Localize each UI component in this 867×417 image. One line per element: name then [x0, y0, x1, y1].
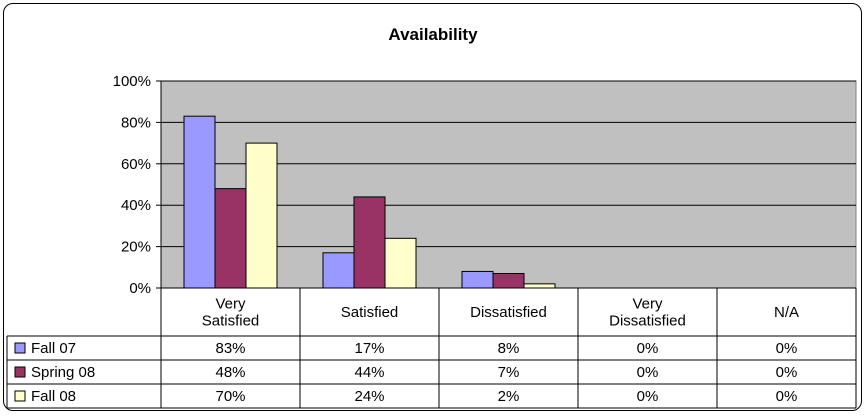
- series-label: Fall 08: [31, 388, 76, 405]
- data-label: 0%: [776, 364, 798, 381]
- category-label: Very: [215, 296, 246, 313]
- data-label: 7%: [498, 364, 520, 381]
- y-tick-label: 40%: [121, 197, 151, 214]
- data-label: 44%: [354, 364, 384, 381]
- y-tick-label: 80%: [121, 114, 151, 131]
- data-label: 83%: [215, 340, 245, 357]
- legend-key: [14, 342, 26, 354]
- bar: [461, 270, 494, 289]
- legend-key: [14, 390, 26, 402]
- bar: [183, 115, 216, 289]
- legend-key: [14, 366, 26, 378]
- data-label: 0%: [637, 364, 659, 381]
- bar: [214, 188, 247, 289]
- y-tick-label: 20%: [121, 239, 151, 256]
- data-label: 0%: [776, 340, 798, 357]
- series-label: Fall 07: [31, 340, 76, 357]
- data-label: 0%: [637, 340, 659, 357]
- data-label: 0%: [776, 388, 798, 405]
- category-label: Satisfied: [202, 313, 260, 330]
- data-label: 70%: [215, 388, 245, 405]
- data-label: 48%: [215, 364, 245, 381]
- category-label: Dissatisfied: [609, 313, 686, 330]
- bar: [492, 273, 525, 289]
- bar: [353, 196, 386, 289]
- category-label: N/A: [774, 304, 799, 321]
- y-tick-label: 0%: [129, 280, 151, 297]
- bar: [322, 252, 355, 289]
- y-tick-label: 100%: [113, 73, 151, 90]
- bar: [245, 142, 278, 289]
- data-label: 17%: [354, 340, 384, 357]
- series-label: Spring 08: [31, 364, 95, 381]
- category-label: Satisfied: [341, 304, 399, 321]
- bar: [384, 237, 417, 289]
- data-label: 8%: [498, 340, 520, 357]
- y-tick-label: 60%: [121, 156, 151, 173]
- data-label: 0%: [637, 388, 659, 405]
- category-label: Dissatisfied: [470, 304, 547, 321]
- bar: [523, 283, 556, 289]
- category-label: Very: [632, 296, 663, 313]
- data-label: 24%: [354, 388, 384, 405]
- chart-title: Availability: [388, 25, 478, 44]
- data-label: 2%: [498, 388, 520, 405]
